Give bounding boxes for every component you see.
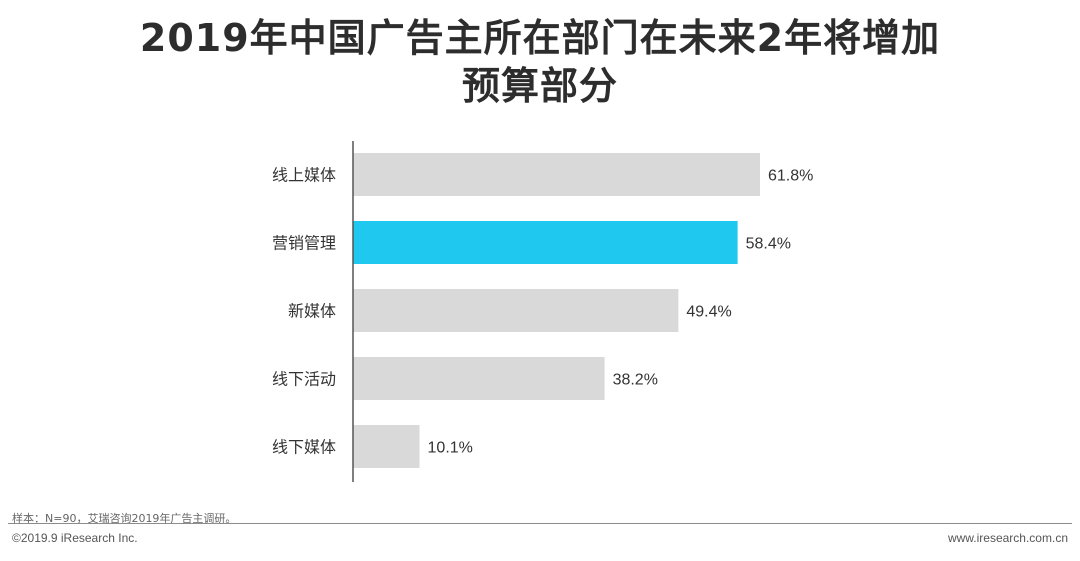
- bar-1: [353, 153, 760, 196]
- value-label-5: 10.1%: [428, 440, 473, 457]
- chart-title-line-2: 预算部分: [461, 64, 618, 108]
- chart-title-line-1: 2019年中国广告主所在部门在未来2年将增加: [139, 16, 941, 60]
- footer-divider: [8, 523, 1072, 524]
- value-label-4: 38.2%: [613, 372, 658, 389]
- category-label-1: 线上媒体: [272, 166, 336, 185]
- category-label-5: 线下媒体: [272, 438, 336, 457]
- sample-note: 样本：N=90，艾瑞咨询2019年广告主调研。: [12, 512, 237, 525]
- bar-2: [353, 221, 738, 264]
- bar-5: [353, 425, 420, 468]
- value-label-1: 61.8%: [768, 168, 813, 185]
- website-link[interactable]: www.iresearch.com.cn: [947, 531, 1068, 545]
- category-label-2: 营销管理: [272, 234, 336, 253]
- bar-4: [353, 357, 605, 400]
- copyright-text: ©2019.9 iResearch Inc.: [12, 531, 138, 545]
- value-label-2: 58.4%: [746, 236, 791, 253]
- category-label-4: 线下活动: [272, 370, 336, 389]
- category-label-3: 新媒体: [288, 302, 336, 321]
- bar-3: [353, 289, 679, 332]
- value-label-3: 49.4%: [686, 304, 731, 321]
